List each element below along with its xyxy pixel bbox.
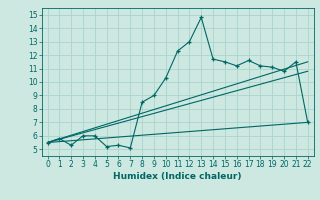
X-axis label: Humidex (Indice chaleur): Humidex (Indice chaleur) [113, 172, 242, 181]
